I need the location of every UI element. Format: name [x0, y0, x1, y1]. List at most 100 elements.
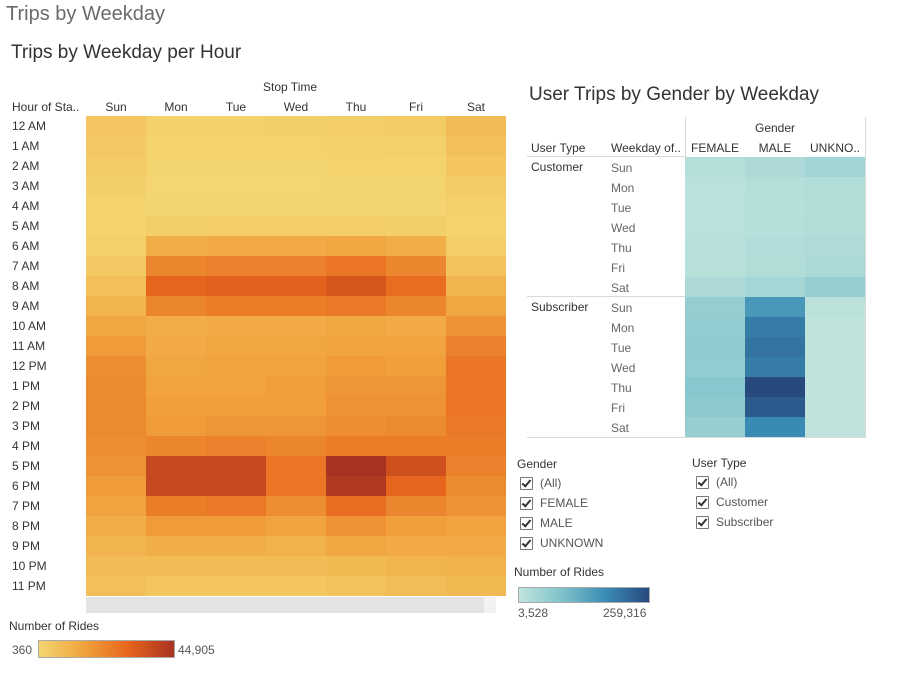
- heatmap1-cell[interactable]: [206, 416, 266, 436]
- heatmap1-cell[interactable]: [446, 216, 506, 236]
- heatmap1-cell[interactable]: [86, 296, 146, 316]
- heatmap1-cell[interactable]: [86, 356, 146, 376]
- heatmap1-cell[interactable]: [86, 536, 146, 556]
- heatmap2-cell[interactable]: [805, 417, 865, 437]
- user-type-filter-option[interactable]: (All): [696, 474, 737, 490]
- heatmap1-cell[interactable]: [206, 576, 266, 596]
- heatmap2-cell[interactable]: [745, 237, 805, 257]
- heatmap2-cell[interactable]: [805, 237, 865, 257]
- heatmap1-cell[interactable]: [206, 156, 266, 176]
- heatmap2-cell[interactable]: [745, 177, 805, 197]
- heatmap1-cell[interactable]: [146, 356, 206, 376]
- heatmap1-cell[interactable]: [146, 116, 206, 136]
- heatmap2-cell[interactable]: [805, 317, 865, 337]
- heatmap1-cell[interactable]: [386, 536, 446, 556]
- heatmap1-cell[interactable]: [446, 476, 506, 496]
- heatmap1-cell[interactable]: [266, 416, 326, 436]
- heatmap1-cell[interactable]: [386, 576, 446, 596]
- heatmap2-cell[interactable]: [745, 317, 805, 337]
- heatmap1-cell[interactable]: [386, 336, 446, 356]
- heatmap2-cell[interactable]: [805, 197, 865, 217]
- heatmap1-cell[interactable]: [266, 576, 326, 596]
- heatmap1-cell[interactable]: [326, 296, 386, 316]
- heatmap2-cell[interactable]: [685, 337, 745, 357]
- heatmap1-cell[interactable]: [446, 296, 506, 316]
- heatmap1-cell[interactable]: [86, 496, 146, 516]
- heatmap2-cell[interactable]: [745, 277, 805, 297]
- heatmap1-cell[interactable]: [386, 176, 446, 196]
- heatmap1-cell[interactable]: [146, 236, 206, 256]
- heatmap1-cell[interactable]: [386, 156, 446, 176]
- heatmap1-cell[interactable]: [266, 156, 326, 176]
- heatmap1-cell[interactable]: [146, 176, 206, 196]
- heatmap2-cell[interactable]: [745, 257, 805, 277]
- heatmap2-cell[interactable]: [745, 337, 805, 357]
- heatmap1-cell[interactable]: [266, 436, 326, 456]
- heatmap1-cell[interactable]: [86, 396, 146, 416]
- heatmap1-cell[interactable]: [86, 456, 146, 476]
- heatmap1-cell[interactable]: [386, 556, 446, 576]
- heatmap2-cell[interactable]: [745, 157, 805, 177]
- heatmap1-cell[interactable]: [86, 516, 146, 536]
- heatmap1-cell[interactable]: [86, 116, 146, 136]
- heatmap1-cell[interactable]: [266, 356, 326, 376]
- heatmap1-cell[interactable]: [446, 496, 506, 516]
- heatmap1-cell[interactable]: [326, 536, 386, 556]
- heatmap1-plot[interactable]: [86, 116, 506, 596]
- heatmap1-cell[interactable]: [386, 356, 446, 376]
- checkbox-checked-icon[interactable]: [520, 536, 533, 550]
- heatmap1-cell[interactable]: [266, 116, 326, 136]
- heatmap2-cell[interactable]: [805, 337, 865, 357]
- heatmap1-cell[interactable]: [146, 436, 206, 456]
- heatmap1-cell[interactable]: [446, 356, 506, 376]
- heatmap1-cell[interactable]: [446, 236, 506, 256]
- heatmap1-cell[interactable]: [266, 496, 326, 516]
- heatmap2-cell[interactable]: [685, 157, 745, 177]
- heatmap2-cell[interactable]: [745, 197, 805, 217]
- heatmap1-cell[interactable]: [326, 236, 386, 256]
- heatmap2-cell[interactable]: [685, 397, 745, 417]
- heatmap1-cell[interactable]: [386, 516, 446, 536]
- heatmap1-cell[interactable]: [266, 256, 326, 276]
- heatmap1-cell[interactable]: [146, 536, 206, 556]
- heatmap1-cell[interactable]: [326, 556, 386, 576]
- heatmap1-cell[interactable]: [146, 336, 206, 356]
- heatmap1-cell[interactable]: [86, 556, 146, 576]
- heatmap2-cell[interactable]: [745, 397, 805, 417]
- heatmap1-cell[interactable]: [386, 396, 446, 416]
- heatmap1-cell[interactable]: [146, 456, 206, 476]
- heatmap1-cell[interactable]: [206, 136, 266, 156]
- heatmap1-cell[interactable]: [206, 216, 266, 236]
- heatmap1-cell[interactable]: [146, 376, 206, 396]
- heatmap2-cell[interactable]: [685, 197, 745, 217]
- heatmap1-cell[interactable]: [326, 376, 386, 396]
- heatmap1-cell[interactable]: [446, 536, 506, 556]
- heatmap1-cell[interactable]: [326, 276, 386, 296]
- heatmap1-cell[interactable]: [446, 316, 506, 336]
- checkbox-checked-icon[interactable]: [520, 476, 533, 490]
- heatmap1-cell[interactable]: [446, 556, 506, 576]
- heatmap1-cell[interactable]: [86, 176, 146, 196]
- heatmap1-cell[interactable]: [266, 376, 326, 396]
- heatmap1-cell[interactable]: [86, 136, 146, 156]
- heatmap1-cell[interactable]: [326, 316, 386, 336]
- gender-filter-option[interactable]: FEMALE: [520, 495, 588, 511]
- heatmap1-cell[interactable]: [146, 516, 206, 536]
- heatmap1-cell[interactable]: [206, 256, 266, 276]
- heatmap1-cell[interactable]: [206, 276, 266, 296]
- heatmap1-cell[interactable]: [86, 276, 146, 296]
- heatmap1-cell[interactable]: [206, 316, 266, 336]
- heatmap2-cell[interactable]: [745, 417, 805, 437]
- heatmap1-cell[interactable]: [266, 556, 326, 576]
- gender-filter-option[interactable]: UNKNOWN: [520, 535, 603, 551]
- heatmap1-cell[interactable]: [266, 336, 326, 356]
- heatmap1-cell[interactable]: [86, 216, 146, 236]
- heatmap1-cell[interactable]: [386, 136, 446, 156]
- heatmap2-cell[interactable]: [805, 217, 865, 237]
- heatmap1-cell[interactable]: [86, 376, 146, 396]
- heatmap1-cell[interactable]: [146, 276, 206, 296]
- heatmap1-cell[interactable]: [266, 236, 326, 256]
- heatmap2-cell[interactable]: [685, 357, 745, 377]
- heatmap1-cell[interactable]: [206, 296, 266, 316]
- heatmap1-cell[interactable]: [446, 276, 506, 296]
